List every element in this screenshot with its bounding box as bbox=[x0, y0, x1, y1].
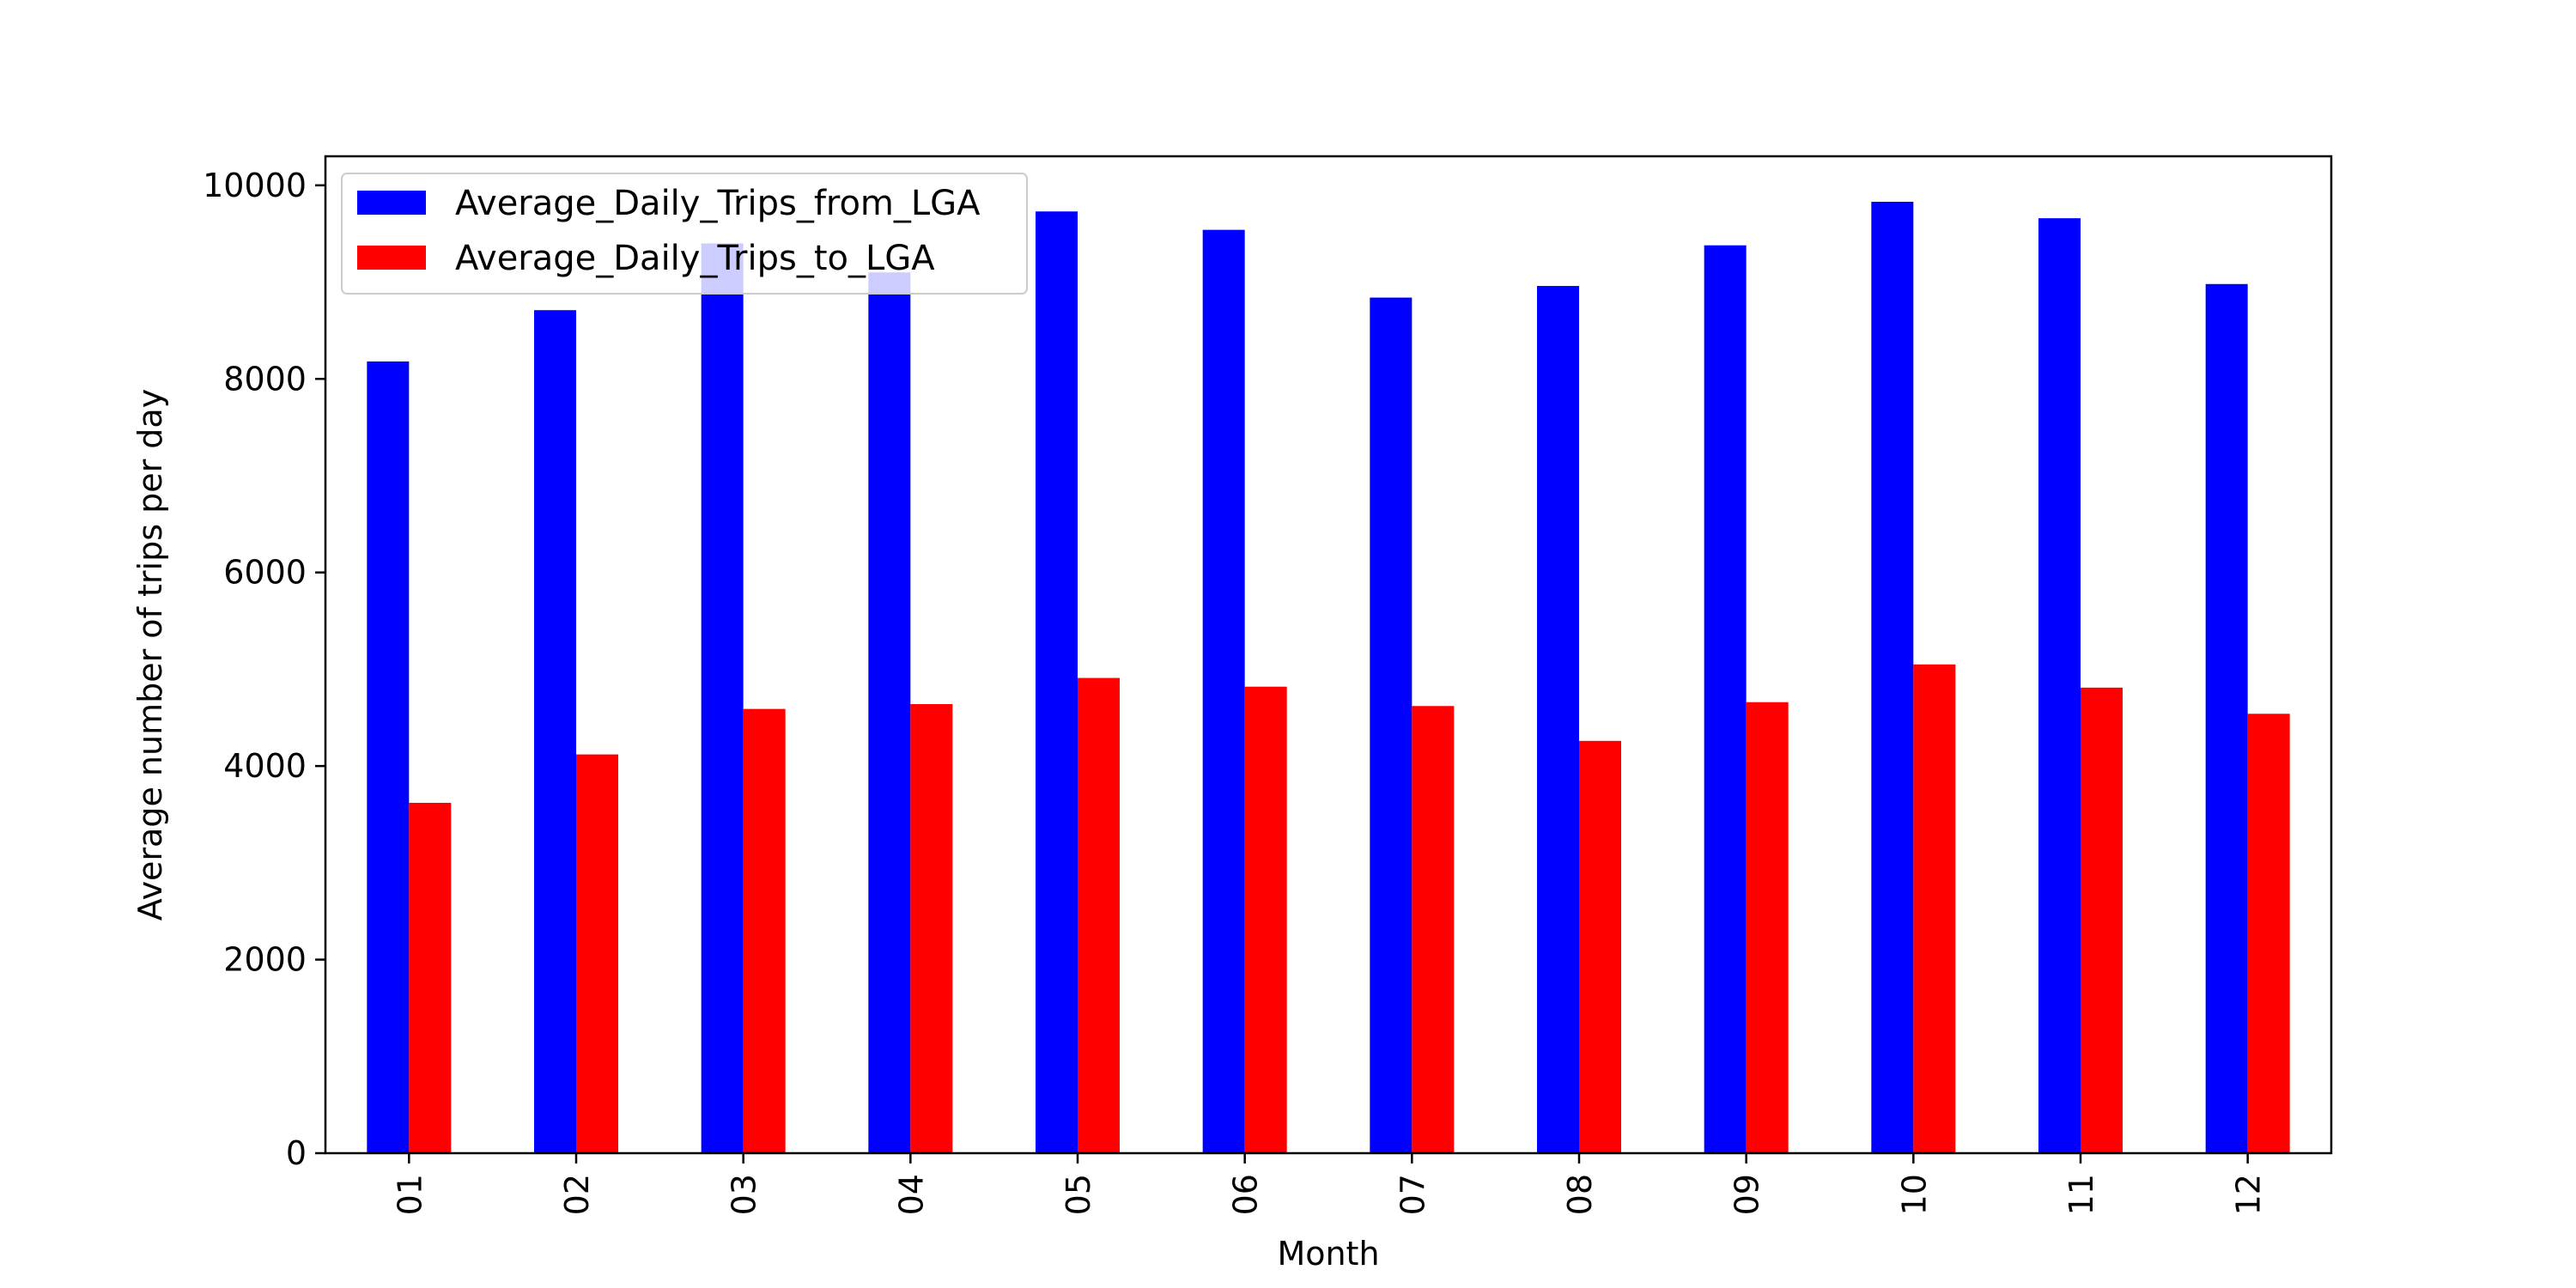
x-tick-label: 02 bbox=[558, 1174, 596, 1215]
x-tick-label: 06 bbox=[1227, 1174, 1265, 1215]
x-tick-label: 09 bbox=[1728, 1174, 1766, 1215]
bar-to-11 bbox=[2081, 687, 2123, 1153]
bar-to-07 bbox=[1412, 706, 1455, 1153]
bar-from-08 bbox=[1537, 286, 1579, 1153]
x-tick-label: 07 bbox=[1394, 1174, 1431, 1215]
x-tick-label: 08 bbox=[1561, 1174, 1599, 1215]
bar-to-06 bbox=[1244, 686, 1287, 1153]
bar-to-12 bbox=[2247, 714, 2290, 1153]
bar-to-03 bbox=[743, 708, 786, 1153]
x-tick-label: 12 bbox=[2230, 1174, 2268, 1215]
legend-label: Average_Daily_Trips_to_LGA bbox=[455, 239, 935, 278]
x-tick-label: 01 bbox=[391, 1174, 428, 1215]
x-tick-label: 03 bbox=[726, 1174, 763, 1215]
bar-to-02 bbox=[576, 754, 618, 1153]
bar-from-04 bbox=[868, 272, 911, 1153]
bar-from-11 bbox=[2038, 218, 2081, 1153]
x-tick-label: 10 bbox=[1895, 1174, 1933, 1215]
y-tick-label: 4000 bbox=[223, 747, 307, 785]
bar-from-10 bbox=[1871, 201, 1914, 1154]
bar-to-10 bbox=[1913, 664, 1956, 1153]
bar-from-01 bbox=[367, 361, 410, 1154]
bar-from-02 bbox=[534, 310, 576, 1154]
bar-from-05 bbox=[1036, 211, 1078, 1153]
legend-swatch bbox=[357, 246, 426, 270]
bar-from-03 bbox=[701, 243, 744, 1154]
legend-box bbox=[341, 173, 1028, 295]
bar-from-09 bbox=[1704, 245, 1747, 1154]
y-axis-title: Average number of trips per day bbox=[131, 389, 169, 920]
bar-to-04 bbox=[910, 703, 953, 1153]
x-tick-label: 05 bbox=[1060, 1174, 1097, 1215]
x-axis-title: Month bbox=[1277, 1235, 1379, 1273]
y-tick-label: 10000 bbox=[203, 167, 307, 204]
y-tick-label: 8000 bbox=[223, 360, 307, 398]
axes: 0 2000 4000 6000 8000 10000 01 02 03 04 05 06 07 08 09… bbox=[203, 155, 2333, 1215]
plot-area bbox=[367, 201, 2290, 1154]
legend-swatch bbox=[357, 191, 426, 215]
y-tick-label: 6000 bbox=[223, 554, 307, 592]
legend-label: Average_Daily_Trips_from_LGA bbox=[455, 184, 981, 223]
bar-to-01 bbox=[409, 802, 452, 1153]
legend: Average_Daily_Trips_from_LGA Average_Dail… bbox=[341, 173, 1028, 295]
y-tick-label: 2000 bbox=[223, 941, 307, 979]
bar-from-06 bbox=[1202, 229, 1245, 1153]
bar-to-05 bbox=[1078, 677, 1120, 1153]
x-tick-label: 11 bbox=[2063, 1174, 2100, 1215]
plot-frame bbox=[324, 155, 2333, 1155]
bar-to-08 bbox=[1579, 740, 1621, 1153]
y-tick-label: 0 bbox=[286, 1134, 307, 1172]
bar-from-07 bbox=[1370, 297, 1413, 1153]
x-tick-label: 04 bbox=[892, 1174, 930, 1215]
bar-to-09 bbox=[1746, 702, 1789, 1153]
bar-from-12 bbox=[2205, 283, 2248, 1153]
